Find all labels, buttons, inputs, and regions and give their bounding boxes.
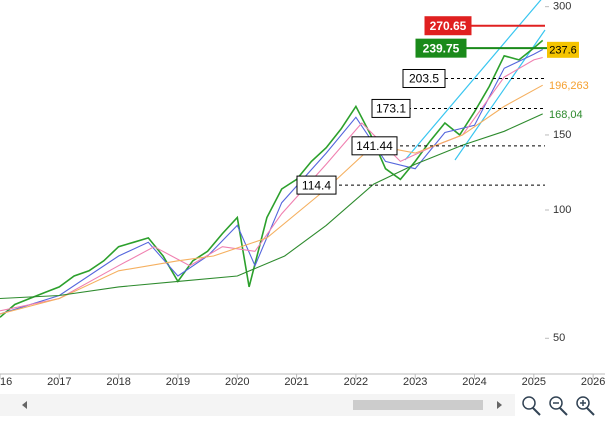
last-value-label: 168,04 (549, 109, 583, 121)
series-line (0, 113, 543, 300)
level-label: 203.5 (409, 72, 439, 86)
y-tick-label: 300 (553, 1, 571, 13)
series-line (0, 39, 544, 318)
last-value-box (547, 41, 579, 58)
level-box (402, 68, 446, 88)
x-tick-label: 2022 (344, 376, 368, 388)
scroll-right[interactable] (497, 401, 502, 409)
series-line (0, 84, 543, 315)
level-label: 270.65 (430, 19, 467, 33)
x-tick-label: 2026 (581, 376, 605, 388)
x-tick-label: 2017 (47, 376, 71, 388)
level-label: 141.44 (356, 139, 393, 153)
level-label: 114.4 (302, 178, 331, 192)
trend-channel-upper (404, 0, 542, 161)
zoom-in[interactable] (576, 396, 595, 416)
level-box (424, 16, 472, 36)
level-box (371, 98, 411, 118)
last-value-label: 237.6 (549, 45, 577, 57)
scroll-thumb[interactable] (353, 400, 483, 410)
last-value-bg (547, 78, 595, 93)
x-tick-label: 2018 (106, 376, 130, 388)
y-tick-label: 100 (553, 204, 571, 216)
x-tick-label: 2024 (462, 376, 486, 388)
level-box (415, 38, 467, 58)
x-tick-label: 2025 (522, 376, 546, 388)
level-box (296, 175, 337, 195)
x-tick-label: 2020 (225, 376, 249, 388)
x-tick-label: 2023 (403, 376, 427, 388)
level-box (351, 136, 398, 156)
scroll-track (0, 394, 515, 416)
x-tick-label: 2019 (166, 376, 190, 388)
zoom-out[interactable] (549, 396, 568, 416)
x-tick-label: 2021 (284, 376, 308, 388)
y-tick-label: 50 (553, 332, 565, 344)
scrollbar[interactable] (0, 394, 515, 416)
level-label: 173.1 (376, 102, 406, 116)
zoom-fit[interactable] (522, 396, 541, 416)
x-tick-label: 16 (0, 376, 12, 388)
marks: 16 2017 2018 2019 2020 2021 2022 2023 2024 2025 20… (0, 1, 605, 388)
scroll-left[interactable] (22, 401, 27, 409)
last-value-label: 196,263 (549, 80, 589, 92)
y-tick-label: 150 (553, 129, 571, 141)
last-value-bg (547, 106, 595, 121)
level-label: 239.75 (423, 41, 460, 55)
